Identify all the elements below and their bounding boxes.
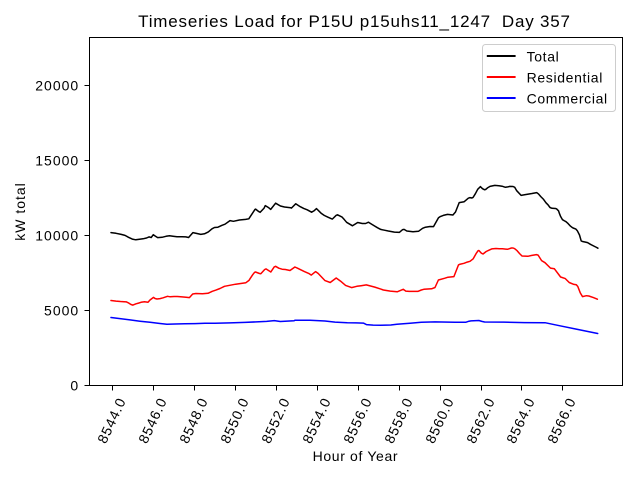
svg-text:kW total: kW total bbox=[12, 182, 28, 241]
svg-text:0: 0 bbox=[70, 378, 79, 394]
svg-text:Total: Total bbox=[527, 48, 560, 64]
svg-text:Commercial: Commercial bbox=[527, 90, 608, 106]
svg-text:20000: 20000 bbox=[35, 78, 79, 94]
svg-text:10000: 10000 bbox=[35, 228, 79, 244]
svg-text:Hour of Year: Hour of Year bbox=[313, 448, 399, 464]
svg-text:5000: 5000 bbox=[44, 303, 79, 319]
svg-text:15000: 15000 bbox=[35, 153, 79, 169]
svg-text:Timeseries Load for P15U p15uh: Timeseries Load for P15U p15uhs11_1247 D… bbox=[138, 12, 571, 31]
svg-text:Residential: Residential bbox=[527, 69, 603, 85]
